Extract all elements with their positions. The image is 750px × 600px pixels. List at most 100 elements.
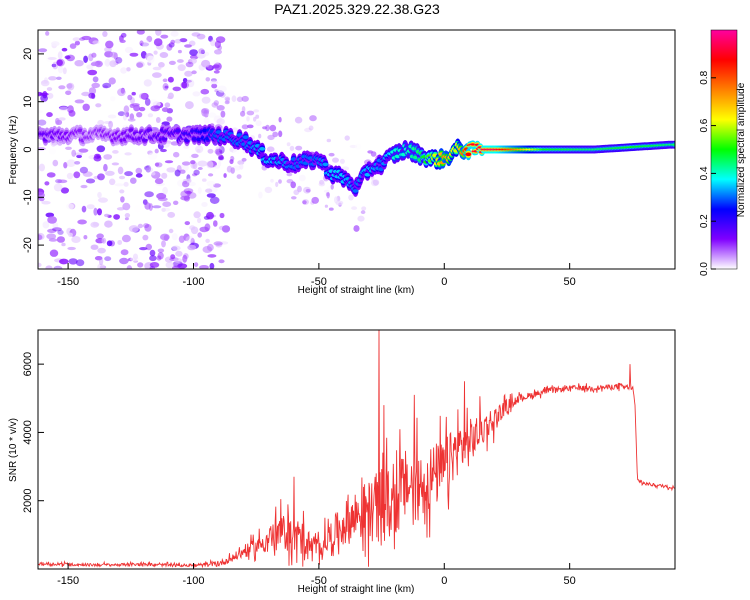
colorbar-tick-label: 0.4 bbox=[699, 166, 710, 180]
heatmap-cell bbox=[108, 77, 116, 85]
heatmap-cell bbox=[92, 222, 100, 227]
heatmap-cell bbox=[181, 161, 191, 166]
colorbar-tick-label: 0.8 bbox=[699, 70, 710, 84]
heatmap-cell bbox=[324, 204, 328, 208]
heatmap-cell bbox=[208, 173, 214, 177]
heatmap-cell bbox=[51, 41, 60, 47]
heatmap-cell bbox=[159, 52, 169, 58]
heatmap-cell bbox=[330, 184, 334, 190]
heatmap-cell bbox=[311, 196, 320, 204]
heatmap-cell bbox=[214, 40, 221, 49]
heatmap-cell bbox=[323, 189, 330, 193]
heatmap-cell bbox=[151, 171, 161, 179]
heatmap-cell bbox=[149, 266, 156, 269]
heatmap-cell bbox=[241, 157, 247, 162]
heatmap-cell bbox=[205, 188, 213, 193]
heatmap-cell bbox=[104, 58, 111, 67]
heatmap-cell bbox=[123, 181, 129, 187]
heatmap-cell bbox=[105, 40, 114, 49]
heatmap-cell bbox=[152, 72, 162, 78]
heatmap-cell bbox=[48, 148, 57, 155]
heatmap-cell bbox=[149, 249, 156, 257]
heatmap-cell bbox=[242, 135, 249, 139]
heatmap-cell bbox=[164, 102, 171, 108]
heatmap-cell bbox=[209, 196, 220, 204]
heatmap-cell bbox=[47, 216, 57, 224]
heatmap-cell bbox=[183, 145, 190, 149]
heatmap-cell bbox=[322, 162, 329, 167]
heatmap-cell bbox=[179, 38, 188, 43]
heatmap-cell bbox=[253, 116, 257, 122]
spectrogram-xlabel: Height of straight line (km) bbox=[298, 285, 415, 296]
heatmap-cell bbox=[74, 99, 85, 104]
heatmap-cell bbox=[44, 77, 48, 84]
heatmap-cell bbox=[156, 255, 162, 261]
heatmap-cell bbox=[72, 37, 81, 42]
heatmap-cell bbox=[82, 171, 93, 177]
spectrogram-ytick-label: 0 bbox=[22, 146, 34, 152]
heatmap-cell bbox=[155, 30, 162, 36]
heatmap-cell bbox=[237, 160, 245, 166]
heatmap-cell bbox=[63, 162, 68, 169]
heatmap-cell bbox=[177, 64, 186, 71]
heatmap-cell bbox=[219, 92, 226, 98]
heatmap-cell bbox=[95, 103, 102, 108]
heatmap-cell bbox=[191, 32, 201, 37]
heatmap-cell bbox=[217, 85, 227, 93]
heatmap-cell bbox=[192, 173, 198, 177]
heatmap-cell bbox=[144, 224, 152, 232]
heatmap-cell bbox=[174, 38, 182, 44]
heatmap-cell bbox=[187, 79, 195, 88]
heatmap-cell bbox=[113, 214, 120, 220]
heatmap-cell bbox=[144, 202, 151, 210]
heatmap-cell bbox=[214, 49, 222, 55]
heatmap-cell bbox=[131, 91, 136, 96]
heatmap-cell bbox=[187, 244, 197, 251]
heatmap-cell bbox=[52, 222, 59, 230]
heatmap-cell bbox=[236, 96, 244, 103]
heatmap-cell bbox=[136, 62, 144, 68]
heatmap-cell bbox=[57, 229, 64, 235]
heatmap-cell bbox=[185, 236, 194, 243]
heatmap-cell bbox=[125, 111, 130, 118]
heatmap-cell bbox=[145, 165, 152, 173]
heatmap-cell bbox=[177, 59, 184, 63]
heatmap-cell bbox=[164, 160, 174, 164]
heatmap-cell bbox=[62, 67, 67, 75]
heatmap-cell bbox=[41, 80, 49, 84]
heatmap-cell bbox=[139, 40, 144, 46]
heatmap-cell bbox=[129, 52, 139, 57]
heatmap-cell bbox=[141, 39, 150, 48]
heatmap-cell bbox=[80, 184, 88, 189]
heatmap-cell bbox=[61, 242, 66, 247]
heatmap-cell bbox=[320, 180, 325, 185]
heatmap-cell bbox=[205, 238, 210, 243]
heatmap-cell bbox=[241, 124, 249, 130]
heatmap-cell bbox=[157, 197, 168, 202]
heatmap-cell bbox=[117, 166, 124, 175]
heatmap-cell bbox=[109, 60, 117, 68]
heatmap-cell bbox=[357, 215, 365, 222]
heatmap-cell bbox=[40, 79, 50, 87]
spectrogram-xtick-label: -100 bbox=[182, 276, 204, 288]
heatmap-cell bbox=[104, 220, 113, 228]
heatmap-cell bbox=[171, 245, 181, 251]
heatmap-cell bbox=[122, 202, 131, 211]
heatmap-cell bbox=[44, 181, 50, 186]
heatmap-cell bbox=[117, 88, 126, 97]
heatmap-cell bbox=[106, 240, 113, 247]
heatmap-cell bbox=[147, 113, 154, 118]
heatmap-cell bbox=[66, 172, 74, 180]
heatmap-cell bbox=[41, 200, 51, 205]
spectrogram-ytick-label: -20 bbox=[22, 237, 34, 253]
heatmap-cell bbox=[215, 146, 222, 152]
heatmap-cell bbox=[131, 103, 140, 107]
snr-xtick-label: -100 bbox=[182, 575, 204, 587]
heatmap-cell bbox=[137, 262, 144, 268]
heatmap-cell bbox=[140, 92, 149, 100]
heatmap-cell bbox=[286, 142, 291, 147]
heatmap-cell bbox=[46, 55, 52, 62]
heatmap-cell bbox=[213, 115, 223, 123]
heatmap-cell bbox=[93, 155, 102, 162]
